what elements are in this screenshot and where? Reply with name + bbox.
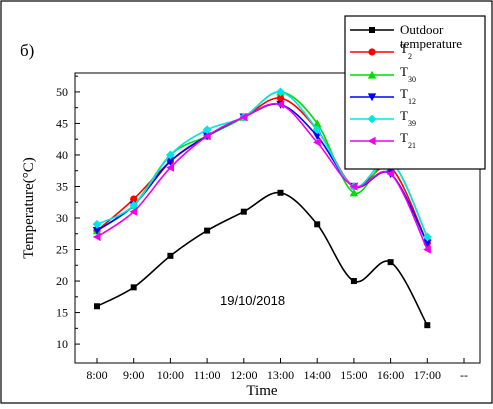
panel-label: б)	[20, 41, 34, 60]
y-tick-label: 50	[56, 85, 68, 99]
y-tick-label: 15	[56, 306, 68, 320]
legend-marker	[367, 136, 376, 146]
y-tick-label: 25	[56, 243, 68, 257]
data-point	[349, 188, 359, 197]
y-tick-label: 10	[56, 337, 68, 351]
legend-marker	[367, 93, 377, 102]
data-point	[423, 239, 432, 248]
x-axis: 8:00 9:00 10:00 11:00 12:00 13:00 14:00 15:00 16…	[86, 358, 468, 382]
x-tick-label: 17:00	[414, 368, 441, 382]
data-point	[313, 138, 321, 147]
series-line	[96, 191, 428, 326]
data-point	[92, 232, 101, 242]
legend-label-subscript: 2	[408, 52, 412, 61]
data-point	[130, 284, 137, 291]
x-tick-label: 12:00	[230, 368, 257, 382]
x-tick-label: 16:00	[377, 368, 404, 382]
legend-label-subscript: 39	[408, 119, 416, 128]
legend-label-subscript: 30	[408, 75, 416, 84]
data-point	[166, 150, 175, 160]
data-point	[350, 278, 357, 285]
data-point	[276, 94, 285, 102]
x-tick-label: 15:00	[340, 368, 367, 382]
data-point	[166, 157, 175, 166]
legend-marker	[369, 27, 375, 33]
data-point	[92, 227, 102, 235]
legend-label: T2	[400, 41, 412, 61]
data-point	[202, 125, 212, 135]
x-axis-title: Time	[246, 383, 277, 399]
x-tick-label: 11:00	[194, 368, 221, 382]
data-point	[130, 195, 138, 203]
data-point	[424, 322, 431, 329]
y-tick-label: 35	[56, 179, 68, 193]
x-tick-label: 8:00	[86, 368, 107, 382]
data-point	[386, 169, 395, 179]
date-annotation: 19/10/2018	[220, 293, 285, 308]
data-point	[313, 119, 322, 128]
data-point	[312, 125, 322, 135]
data-point	[422, 232, 432, 242]
data-point	[92, 219, 102, 229]
data-point	[94, 303, 100, 310]
series-outdoor-temperature	[94, 189, 431, 329]
y-tick-label: 30	[56, 211, 68, 225]
y-tick-label: 40	[56, 148, 68, 162]
x-tick-label: 13:00	[267, 368, 294, 382]
data-point	[202, 131, 211, 141]
y-tick-label: 45	[56, 116, 68, 130]
legend-marker	[367, 114, 377, 124]
data-point	[423, 245, 431, 254]
data-point	[204, 227, 211, 234]
legend-label-subscript: 12	[408, 97, 416, 106]
legend-label: Outdoor	[400, 22, 444, 37]
data-point	[240, 208, 247, 215]
data-point	[313, 132, 322, 141]
x-tick-label: 10:00	[157, 368, 184, 382]
data-point	[276, 87, 285, 97]
series-line	[96, 102, 429, 250]
x-tick-label: --	[460, 368, 468, 382]
y-axis-title: Temperature(°C)	[21, 157, 37, 259]
data-point	[349, 182, 358, 191]
series-t21	[92, 100, 431, 254]
legend-box	[344, 15, 486, 170]
x-tick-label: 14:00	[304, 368, 331, 382]
y-axis: 10 15 20 25 30 35 40 45 50	[56, 75, 80, 351]
series-group	[92, 87, 432, 329]
legend-item: T2	[350, 41, 412, 61]
data-point	[277, 189, 284, 196]
legend-marker	[367, 70, 377, 79]
data-point	[166, 163, 174, 172]
legend-marker	[368, 48, 376, 56]
x-tick-label: 9:00	[123, 368, 144, 382]
data-point	[239, 112, 248, 122]
data-point	[129, 200, 139, 210]
data-point	[276, 100, 285, 109]
data-point	[314, 221, 321, 228]
data-point	[129, 207, 138, 216]
legend-label-subscript: 21	[408, 141, 416, 150]
y-tick-label: 20	[56, 274, 68, 288]
data-point	[167, 252, 174, 259]
legend-label-line2: temperature	[400, 36, 462, 51]
data-point	[387, 259, 394, 266]
